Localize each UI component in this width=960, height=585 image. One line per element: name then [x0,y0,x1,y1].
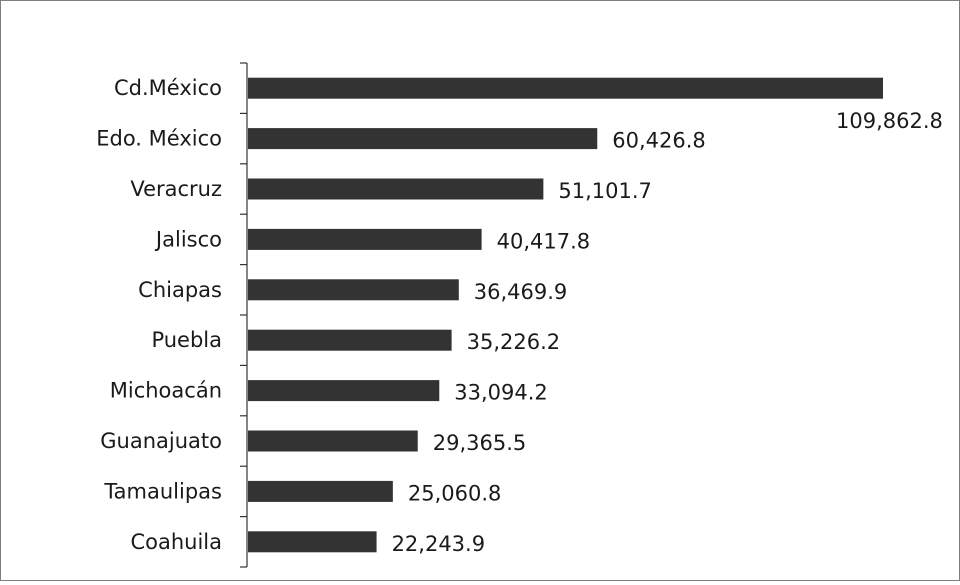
category-label: Chiapas [138,278,222,302]
value-label: 33,094.2 [454,381,548,405]
category-label: Tamaulipas [103,479,222,503]
bar [248,228,482,250]
value-label: 40,417.8 [497,229,591,253]
bar [248,531,377,553]
value-label: 22,243.9 [392,532,486,556]
bar [248,279,459,301]
bar [248,77,883,99]
value-label: 60,426.8 [612,129,706,153]
category-labels: Cd.México Edo. México Veracruz Jalisco Chiap… [96,76,222,554]
category-label: Guanajuato [100,429,222,453]
bar [248,128,598,150]
bar [248,480,393,502]
category-label: Veracruz [130,177,222,201]
value-label: 29,365.5 [433,431,527,455]
value-label: 51,101.7 [558,179,652,203]
category-label: Puebla [151,328,222,352]
category-label: Michoacán [110,379,222,403]
bar [248,329,452,351]
category-label: Coahuila [130,530,222,554]
bar [248,380,440,402]
y-axis [240,62,248,568]
value-label: 109,862.8 [836,109,943,133]
bar [248,178,544,200]
category-label: Jalisco [154,227,222,251]
category-label: Cd.México [114,76,222,100]
value-label: 25,060.8 [408,481,502,505]
category-label: Edo. México [96,127,222,151]
value-label: 35,226.2 [467,330,561,354]
bars-group [248,77,883,553]
value-labels: 109,862.8 60,426.8 51,101.7 40,417.8 36,469.… [392,109,943,556]
value-label: 36,469.9 [474,280,568,304]
bar [248,430,418,452]
